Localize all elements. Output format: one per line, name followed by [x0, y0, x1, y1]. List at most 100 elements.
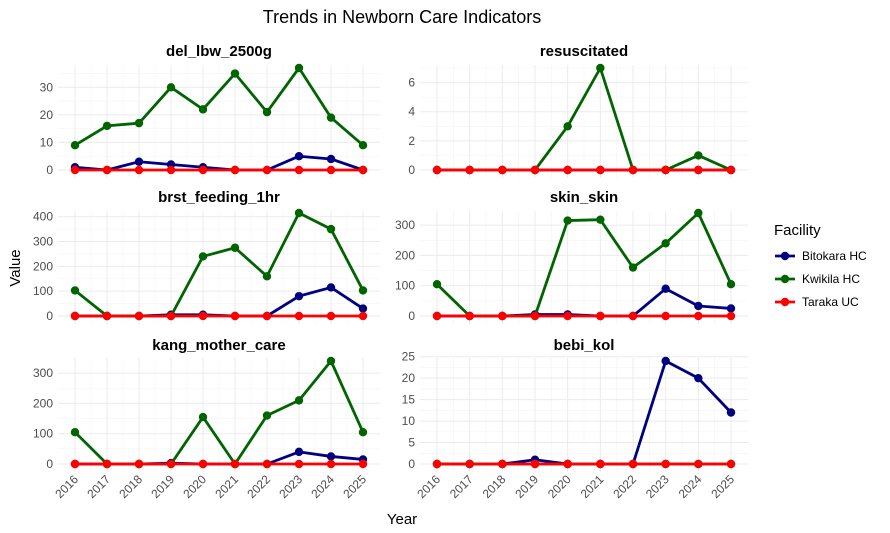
data-point [726, 311, 736, 321]
y-tick-label: 200 [33, 259, 53, 273]
data-point [661, 239, 670, 248]
data-point [326, 165, 336, 175]
data-point [358, 140, 368, 150]
data-point [166, 459, 176, 469]
data-point [432, 311, 442, 321]
y-tick-label: 0 [408, 457, 415, 471]
chart-title: Trends in Newborn Care Indicators [263, 7, 541, 27]
y-tick-label: 0 [46, 457, 53, 471]
data-point [262, 165, 272, 175]
data-point [70, 286, 80, 295]
data-point [498, 165, 507, 175]
x-tick-label: 2017 [447, 472, 476, 501]
data-point [465, 459, 474, 469]
x-tick-label: 2016 [52, 472, 81, 501]
x-axis-label: Year [387, 511, 417, 528]
y-tick-label: 5 [408, 436, 415, 450]
data-point [294, 459, 304, 469]
data-point [326, 113, 336, 122]
data-point [596, 459, 605, 469]
data-point [70, 140, 80, 150]
data-point [102, 121, 112, 131]
x-tick-label: 2024 [308, 472, 337, 501]
y-tick-label: 20 [402, 371, 416, 385]
data-point [563, 311, 572, 321]
x-tick-label: 2023 [276, 472, 305, 501]
x-tick-label: 2022 [610, 472, 639, 501]
panel-title: del_lbw_2500g [166, 43, 272, 60]
data-point [661, 311, 670, 321]
data-point [230, 243, 240, 252]
y-axis-label: Value [7, 249, 24, 286]
data-point [432, 279, 442, 289]
data-point [294, 63, 304, 73]
x-tick-label: 2021 [212, 472, 241, 501]
data-point [134, 165, 144, 175]
data-point [326, 452, 336, 461]
data-point [294, 311, 304, 321]
x-tick-label: 2017 [84, 472, 113, 501]
data-point [134, 118, 144, 128]
x-tick-label: 2025 [340, 472, 369, 501]
data-point [661, 284, 670, 293]
x-tick-label: 2020 [545, 472, 574, 501]
data-point [596, 165, 605, 175]
data-point [262, 272, 272, 281]
legend-key-point [780, 297, 790, 307]
x-tick-label: 2016 [414, 472, 443, 501]
data-point [134, 311, 144, 321]
data-point [694, 373, 703, 383]
data-point [102, 165, 112, 175]
data-point [596, 311, 605, 321]
data-point [326, 311, 336, 321]
panel-skin_skin: 0 100 200 300 skin_skin [395, 189, 748, 324]
panel-title: bebi_kol [554, 337, 615, 354]
legend-label: Kwikila HC [802, 272, 860, 286]
data-point [432, 459, 442, 469]
data-point [230, 165, 240, 175]
data-point [563, 122, 572, 131]
data-point [596, 63, 605, 73]
y-tick-label: 4 [408, 105, 415, 119]
data-point [358, 165, 368, 175]
y-tick-label: 10 [40, 135, 54, 149]
x-tick-label: 2019 [148, 472, 177, 501]
data-point [198, 311, 208, 321]
y-tick-label: 200 [33, 396, 53, 410]
data-point [694, 208, 703, 218]
y-tick-label: 400 [33, 210, 53, 224]
data-point [230, 459, 240, 469]
data-point [563, 459, 572, 469]
legend-title: Facility [774, 222, 821, 239]
x-tick-label: 2019 [512, 472, 541, 501]
data-point [628, 459, 638, 469]
data-point [726, 304, 736, 313]
data-point [465, 311, 474, 321]
data-point [70, 311, 80, 321]
x-tick-label: 2018 [480, 472, 509, 501]
data-point [294, 447, 304, 457]
data-point [230, 311, 240, 321]
data-point [358, 311, 368, 321]
data-point [70, 165, 80, 175]
y-tick-label: 0 [408, 163, 415, 177]
data-point [726, 459, 736, 469]
data-point [628, 263, 638, 272]
data-point [294, 396, 304, 405]
panel-title: kang_mother_care [152, 337, 285, 354]
data-point [694, 311, 703, 321]
data-point [530, 165, 540, 175]
data-point [596, 215, 605, 224]
data-point [166, 83, 176, 92]
data-point [661, 165, 670, 175]
y-tick-label: 0 [46, 309, 53, 323]
panel-title: resuscitated [540, 43, 628, 60]
legend-item: Bitokara HC [775, 249, 867, 263]
y-tick-label: 300 [33, 366, 53, 380]
x-tick-label: 2023 [643, 472, 672, 501]
data-point [694, 165, 703, 175]
data-point [432, 165, 442, 175]
data-point [262, 311, 272, 321]
data-point [661, 356, 670, 366]
